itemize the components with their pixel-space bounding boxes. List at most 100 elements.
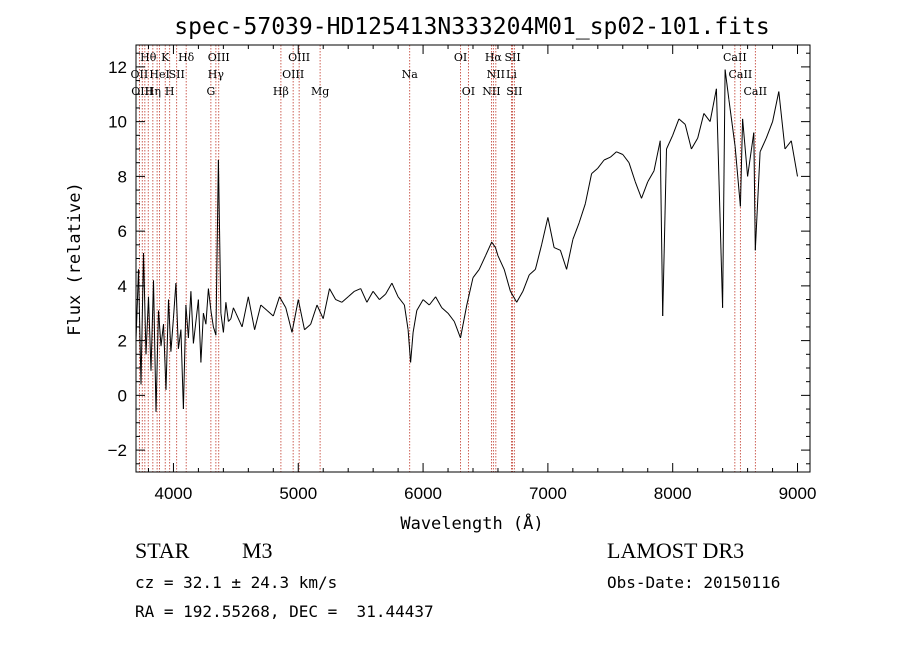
trace-segment-14 [170,318,174,352]
trace-segment-62 [372,290,380,300]
line-label-19: Hη [145,85,161,98]
trace-segment-19 [182,304,187,410]
line-label-16: Li [506,68,517,81]
trace-segment-92 [541,217,549,245]
trace-segment-135 [784,140,792,150]
line-label-20: H [165,85,175,98]
trace-segment-120 [709,88,717,122]
trace-segment-110 [653,140,661,172]
spectral-line-markers [138,45,756,472]
trace-segment-79 [466,277,474,306]
trace-segment-26 [200,313,204,363]
trace-segment-76 [447,312,455,322]
trace-segment-48 [285,307,293,333]
trace-segment-68 [407,329,412,363]
trace-segment-44 [260,304,268,311]
trace-segment-32 [215,159,219,336]
trace-segment-118 [697,113,705,139]
trace-segment-43 [254,304,262,330]
trace-segment-102 [603,156,611,161]
trace-segment-13 [168,299,172,352]
line-label-15: NII [487,68,505,81]
line-label-22: Hβ [273,85,289,98]
trace-segment-29 [207,288,212,311]
trace-segment-42 [247,296,256,330]
trace-segment-24 [195,299,199,322]
trace-segment-108 [641,181,649,199]
y-tick-label--2: −2 [108,441,127,460]
trace-segment-123 [724,69,730,100]
y-tick-label-10: 10 [108,113,127,132]
y-tick-label-12: 12 [108,58,127,77]
trace-segment-63 [379,293,386,300]
trace-segment-10 [160,324,164,347]
x-tick-label-4000: 4000 [155,484,193,503]
trace-segment-126 [739,118,744,207]
trace-segment-5 [148,296,152,371]
trace-segment-75 [441,307,449,314]
trace-segment-99 [584,173,593,204]
trace-segment-117 [690,137,699,150]
trace-segment-9 [158,310,162,347]
trace-segment-47 [279,296,287,309]
trace-segment-130 [754,151,761,251]
trace-segment-96 [566,239,574,270]
trace-segment-101 [597,159,605,169]
trace-segment-77 [453,321,461,339]
trace-segment-8 [155,310,159,412]
line-label-1: K [161,51,170,64]
trace-segment-121 [715,88,724,308]
trace-segment-97 [572,222,580,240]
line-label-12: Hγ [208,68,225,81]
trace-segment-7 [153,280,157,412]
line-label-5: OI [454,51,467,64]
trace-segment-58 [347,290,355,298]
line-label-25: NII [482,85,500,98]
trace-segment-2 [140,252,144,385]
trace-segment-60 [360,288,368,303]
trace-segment-86 [503,269,511,292]
trace-segment-104 [616,151,623,155]
trace-segment-87 [509,291,518,303]
trace-segment-111 [659,140,664,317]
line-label-9: OII [131,68,149,81]
trace-segment-35 [222,302,227,333]
trace-segment-15 [172,283,177,319]
trace-segment-115 [678,118,686,125]
coordinates: RA = 192.55268, DEC = 31.44437 [135,602,434,621]
trace-segment-23 [192,321,197,344]
trace-segment-103 [609,151,617,158]
trace-segment-36 [225,302,229,322]
y-tick-label-0: 0 [118,386,127,405]
plot-frame [135,44,811,473]
trace-segment-122 [722,69,726,308]
line-label-0: Hθ [140,51,157,64]
trace-segment-6 [150,280,154,371]
y-axis-label: Flux (relative) [65,182,85,336]
x-tick-label-7000: 7000 [529,484,567,503]
y-tick-label-2: 2 [118,332,127,351]
line-label-21: G [206,85,215,98]
trace-segment-124 [728,99,736,147]
trace-segment-51 [304,323,312,331]
trace-segment-100 [591,167,599,174]
trace-segment-71 [416,299,424,311]
y-axis-ticks: −2 0 2 4 6 8 10 12 [108,52,810,465]
line-label-2: Hδ [178,51,195,64]
line-label-14: Na [402,68,419,81]
trace-segment-93 [547,217,555,248]
line-label-26: SII [506,85,522,98]
trace-segment-88 [516,291,524,303]
trace-segment-11 [163,324,167,390]
trace-segment-109 [647,170,655,183]
trace-segment-84 [495,247,499,256]
line-label-6: Hα [485,51,503,64]
trace-segment-56 [335,299,343,303]
trace-segment-136 [790,140,798,177]
trace-segment-64 [385,282,393,295]
survey-name: LAMOST DR3 [607,538,745,563]
line-label-13: OIII [282,68,304,81]
trace-segment-131 [759,137,767,153]
trace-segment-72 [422,299,430,306]
